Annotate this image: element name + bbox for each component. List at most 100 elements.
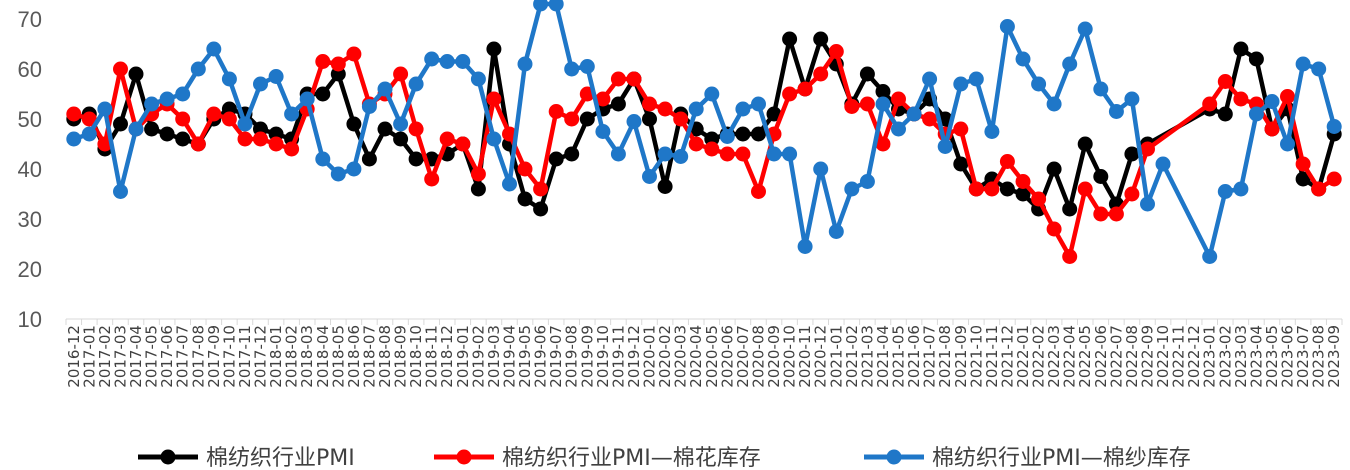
data-point-pmi: [486, 41, 502, 57]
data-point-yarn-inventory: [766, 146, 782, 162]
data-point-yarn-inventory: [875, 96, 891, 112]
legend-item-cotton-inventory: 棉纺织行业PMI—棉花库存: [434, 446, 761, 470]
data-point-yarn-inventory: [470, 71, 486, 87]
data-point-pmi: [1124, 146, 1140, 162]
data-point-cotton-inventory: [237, 131, 253, 147]
data-point-yarn-inventory: [128, 121, 144, 137]
data-point-cotton-inventory: [190, 136, 206, 152]
x-tick-label: 2023-06: [1279, 325, 1297, 388]
x-tick-label: 2017-01: [80, 325, 98, 388]
x-tick-label: 2021-02: [843, 325, 861, 388]
data-point-pmi: [1233, 41, 1249, 57]
data-point-cotton-inventory: [1093, 206, 1109, 222]
data-point-yarn-inventory: [1093, 81, 1109, 97]
data-point-pmi: [1046, 161, 1062, 177]
x-tick-label: 2022-12: [1185, 325, 1203, 388]
data-point-yarn-inventory: [999, 19, 1015, 34]
legend-label-yarn-inventory: 棉纺织行业PMI—棉纱库存: [932, 446, 1191, 470]
x-tick-label: 2019-01: [454, 325, 472, 388]
x-tick-label: 2018-06: [345, 325, 363, 388]
data-point-pmi: [953, 156, 969, 172]
data-point-yarn-inventory: [782, 146, 798, 162]
x-tick-label: 2017-08: [189, 325, 207, 388]
data-point-yarn-inventory: [190, 61, 206, 77]
data-point-cotton-inventory: [81, 111, 97, 127]
data-point-yarn-inventory: [330, 166, 346, 182]
x-tick-label: 2022-04: [1061, 325, 1079, 388]
data-point-cotton-inventory: [984, 181, 1000, 197]
data-point-pmi: [564, 146, 580, 162]
data-point-cotton-inventory: [1031, 191, 1047, 207]
x-tick-label: 2023-03: [1232, 325, 1250, 388]
data-point-cotton-inventory: [253, 131, 268, 147]
x-tick-label: 2018-04: [314, 325, 332, 388]
data-point-yarn-inventory: [719, 129, 735, 144]
x-tick-label: 2020-02: [656, 325, 674, 388]
data-point-yarn-inventory: [859, 174, 875, 189]
data-point-yarn-inventory: [953, 76, 969, 92]
data-point-yarn-inventory: [439, 54, 455, 69]
x-tick-label: 2021-03: [858, 325, 876, 388]
data-point-yarn-inventory: [548, 0, 564, 12]
data-point-cotton-inventory: [564, 111, 580, 127]
x-tick-label: 2022-03: [1045, 325, 1063, 388]
data-point-yarn-inventory: [984, 124, 1000, 139]
series-yarn-inventory: [66, 0, 1342, 264]
legend-marker-cotton-inventory: [456, 449, 472, 465]
legend-item-yarn-inventory: 棉纺织行业PMI—棉纱库存: [864, 446, 1191, 470]
data-point-yarn-inventory: [1280, 136, 1295, 152]
y-tick-label: 40: [18, 157, 42, 182]
data-point-cotton-inventory: [439, 131, 455, 147]
data-point-pmi: [361, 151, 377, 167]
data-point-cotton-inventory: [828, 44, 844, 59]
data-point-cotton-inventory: [922, 111, 938, 127]
x-tick-label: 2019-09: [578, 325, 596, 388]
x-tick-label: 2020-09: [765, 325, 783, 388]
data-point-cotton-inventory: [657, 101, 673, 117]
data-point-yarn-inventory: [408, 76, 424, 92]
data-point-yarn-inventory: [1046, 96, 1062, 112]
data-point-yarn-inventory: [221, 71, 237, 87]
x-tick-label: 2017-10: [220, 325, 238, 388]
data-point-pmi: [766, 106, 782, 122]
data-point-yarn-inventory: [315, 151, 331, 167]
x-tick-label: 2021-05: [890, 325, 908, 388]
data-point-yarn-inventory: [1015, 51, 1031, 67]
x-tick-label: 2022-11: [1170, 325, 1188, 388]
data-point-cotton-inventory: [1046, 221, 1062, 237]
data-point-cotton-inventory: [268, 136, 284, 152]
x-tick-label: 2021-10: [967, 325, 985, 388]
data-point-cotton-inventory: [626, 71, 642, 87]
data-point-cotton-inventory: [968, 181, 984, 197]
data-point-pmi: [113, 116, 128, 132]
data-point-cotton-inventory: [1202, 96, 1218, 112]
data-point-yarn-inventory: [393, 116, 409, 132]
x-tick-label: 2023-04: [1247, 325, 1265, 388]
x-tick-label: 2019-02: [469, 325, 487, 388]
data-point-pmi: [782, 31, 798, 47]
data-point-yarn-inventory: [906, 106, 922, 122]
data-point-pmi: [470, 181, 486, 197]
data-point-yarn-inventory: [673, 149, 689, 164]
data-point-yarn-inventory: [595, 124, 611, 139]
data-point-yarn-inventory: [97, 101, 113, 117]
series-pmi: [66, 31, 1342, 217]
data-point-cotton-inventory: [113, 61, 128, 77]
data-point-cotton-inventory: [1015, 174, 1031, 189]
y-tick-label: 60: [18, 57, 42, 82]
data-point-pmi: [1217, 106, 1233, 122]
x-tick-label: 2021-11: [983, 325, 1001, 388]
data-point-cotton-inventory: [1233, 91, 1249, 107]
x-tick-label: 2022-05: [1076, 325, 1094, 388]
x-tick-label: 2023-01: [1201, 325, 1219, 388]
data-point-cotton-inventory: [891, 91, 906, 107]
data-point-yarn-inventory: [1062, 56, 1078, 72]
data-point-cotton-inventory: [610, 71, 626, 87]
data-point-yarn-inventory: [299, 91, 315, 107]
data-point-pmi: [408, 151, 424, 167]
data-point-cotton-inventory: [408, 121, 424, 137]
data-point-pmi: [610, 96, 626, 112]
x-tick-label: 2017-07: [174, 325, 192, 388]
data-point-yarn-inventory: [237, 116, 253, 132]
x-tick-label: 2019-06: [532, 325, 550, 388]
